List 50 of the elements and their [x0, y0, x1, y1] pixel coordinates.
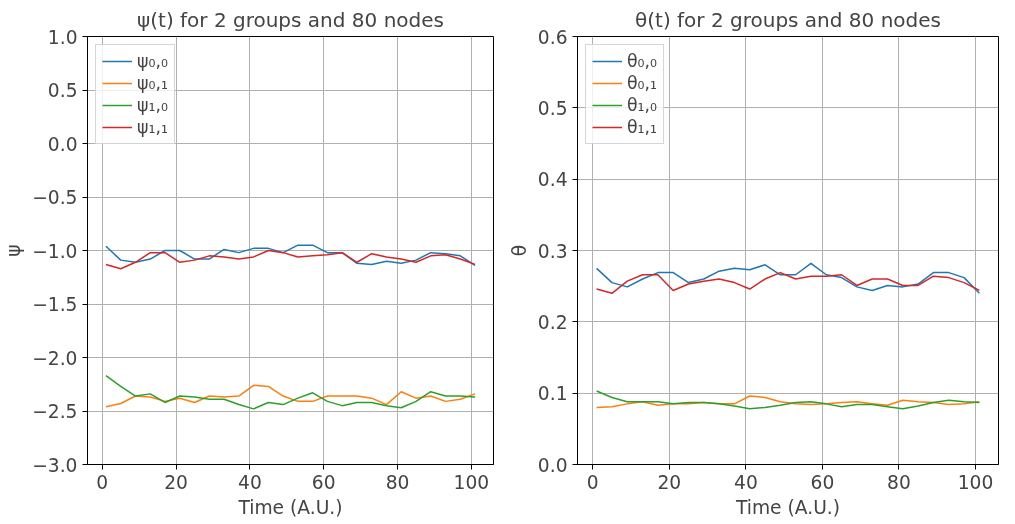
chart-title: ψ(t) for 2 groups and 80 nodes: [137, 7, 444, 32]
y-tick-label: 0.2: [537, 311, 568, 333]
x-tick-label: 0: [586, 471, 599, 493]
y-tick-label: −2.5: [32, 401, 78, 422]
legend-label: ψ₁,₀: [137, 95, 168, 115]
x-tick-label: 60: [311, 471, 336, 493]
line-series: [595, 395, 981, 409]
x-axis-title: Time (A.U.): [734, 496, 841, 518]
y-tick-label: 0.5: [47, 80, 78, 101]
x-tick-label: 40: [734, 471, 758, 493]
x-tick-label: 60: [810, 471, 835, 493]
y-tick-label: −1.0: [32, 240, 78, 262]
y-tick-label: −3.0: [32, 454, 78, 476]
line-series: [595, 262, 981, 295]
y-tick-label: 0.5: [537, 97, 568, 119]
line-series: [105, 244, 476, 267]
y-tick-label: 0.1: [537, 383, 568, 405]
legend-label: θ₀,₀: [627, 51, 658, 71]
x-tick-label: 100: [453, 471, 490, 493]
y-axis-title: ψ: [3, 244, 25, 257]
legend-label: ψ₀,₁: [137, 73, 168, 93]
y-tick-label: −1.5: [32, 294, 78, 315]
y-tick-label: 0.6: [537, 26, 568, 48]
line-series: [105, 384, 476, 408]
x-axis-title: Time (A.U.): [237, 496, 343, 518]
line-series: [595, 390, 981, 410]
y-tick-label: 0.0: [47, 133, 78, 155]
line-series: [105, 374, 476, 410]
y-tick-label: 0.0: [537, 454, 568, 476]
y-tick-label: 0.3: [537, 240, 568, 262]
legend-label: ψ₀,₀: [137, 51, 168, 71]
x-tick-label: 80: [887, 471, 911, 493]
y-tick-label: 0.4: [537, 169, 568, 191]
x-tick-label: 20: [657, 471, 682, 493]
x-tick-label: 0: [96, 471, 109, 493]
x-tick-label: 40: [238, 471, 262, 493]
x-tick-label: 80: [385, 471, 410, 493]
line-series: [595, 271, 981, 295]
y-axis-title: θ: [508, 244, 530, 257]
y-tick-label: 1.0: [47, 26, 78, 48]
legend-label: θ₀,₁: [627, 73, 658, 93]
y-tick-label: −2.0: [32, 347, 78, 369]
legend-label: ψ₁,₁: [137, 117, 168, 137]
y-tick-label: −0.5: [32, 187, 78, 208]
x-tick-label: 100: [957, 471, 994, 493]
x-tick-label: 20: [164, 471, 188, 493]
line-series: [105, 249, 476, 270]
chart-title: θ(t) for 2 groups and 80 nodes: [635, 7, 941, 32]
legend-label: θ₁,₀: [627, 95, 658, 115]
legend-label: θ₁,₁: [627, 117, 658, 137]
